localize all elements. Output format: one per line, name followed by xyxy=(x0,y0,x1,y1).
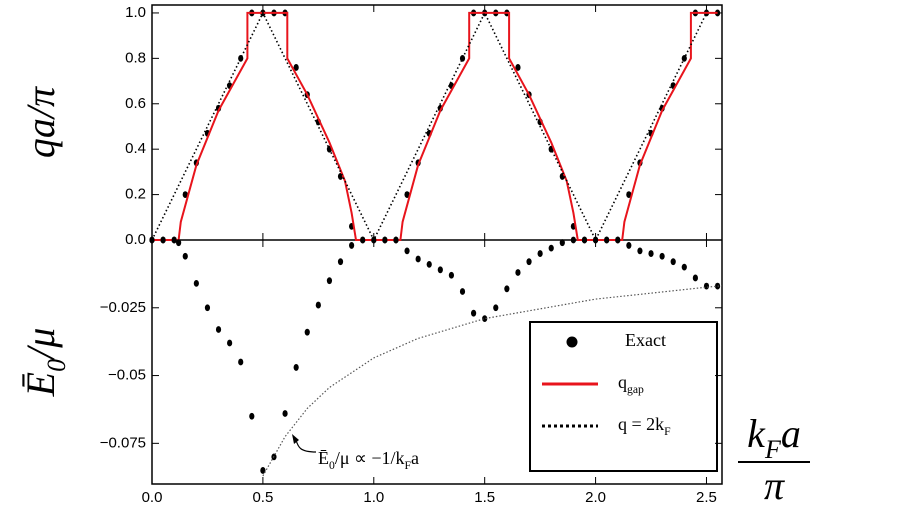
y-tick-label: 0.6 xyxy=(125,95,146,112)
data-point xyxy=(448,271,455,279)
annotation-arrow xyxy=(295,439,317,453)
data-point xyxy=(670,258,676,266)
data-point xyxy=(459,288,466,295)
annotation: Ē0/μ ∝ −1/kFa xyxy=(318,448,419,472)
data-point xyxy=(537,250,543,257)
data-point xyxy=(171,236,177,244)
data-point xyxy=(404,247,410,255)
x-axis-label-denominator: π xyxy=(764,463,785,508)
y-tick-label: 0.8 xyxy=(125,49,146,66)
data-point xyxy=(315,301,321,309)
legend-label: Exact xyxy=(625,330,666,350)
annotation-arrowhead xyxy=(292,434,299,444)
data-point xyxy=(659,252,665,260)
y-axis-label: Ē0/μ xyxy=(18,328,71,398)
data-point xyxy=(160,236,166,244)
data-point xyxy=(238,358,244,366)
series-line xyxy=(262,285,723,477)
data-point xyxy=(293,364,299,371)
y-tick-label: −0.075 xyxy=(100,434,146,451)
data-point xyxy=(615,236,621,244)
data-point xyxy=(337,258,344,266)
data-point xyxy=(648,250,654,257)
x-axis-label-numerator: kFa xyxy=(747,411,801,464)
y-tick-label: −0.025 xyxy=(100,299,146,316)
data-point xyxy=(570,236,577,244)
y-tick-label: −0.05 xyxy=(108,367,146,384)
data-point xyxy=(249,412,255,420)
data-point xyxy=(326,277,333,285)
data-point xyxy=(176,239,182,247)
x-tick-label: 2.0 xyxy=(585,489,606,506)
data-point xyxy=(149,236,155,244)
data-point xyxy=(692,274,698,282)
data-point xyxy=(182,252,188,260)
data-point xyxy=(360,236,366,244)
data-point xyxy=(626,242,632,249)
y-tick-label: 0.4 xyxy=(125,140,146,157)
data-point xyxy=(282,410,288,417)
data-point xyxy=(382,236,388,244)
data-point xyxy=(493,304,499,312)
legend-label: qgap xyxy=(618,372,644,396)
legend-marker xyxy=(566,336,578,348)
data-point xyxy=(504,285,510,293)
series-line xyxy=(151,11,708,242)
data-point xyxy=(193,279,199,287)
data-point xyxy=(592,236,599,244)
x-tick-label: 2.5 xyxy=(696,489,717,506)
data-point xyxy=(404,191,410,198)
y-tick-label: 0.0 xyxy=(125,231,146,248)
data-point xyxy=(437,266,443,274)
data-point xyxy=(426,261,432,268)
data-point xyxy=(349,242,355,249)
data-point xyxy=(515,269,521,276)
data-point xyxy=(626,191,632,198)
legend-label: q = 2kF xyxy=(618,414,671,438)
data-point xyxy=(304,328,310,336)
x-tick-label: 0.5 xyxy=(252,489,273,506)
data-point xyxy=(515,64,521,71)
y-tick-label: 1.0 xyxy=(125,4,146,21)
data-point xyxy=(293,64,299,71)
data-point xyxy=(703,282,710,290)
data-point xyxy=(393,236,399,244)
data-point xyxy=(470,309,477,317)
data-point xyxy=(182,191,188,198)
x-tick-label: 1.5 xyxy=(474,489,495,506)
data-point xyxy=(526,258,532,266)
data-point xyxy=(482,315,488,323)
data-point xyxy=(415,255,421,263)
data-point xyxy=(548,244,554,252)
data-point xyxy=(371,236,377,244)
x-tick-label: 0.0 xyxy=(142,489,163,506)
data-point xyxy=(459,54,466,62)
y-axis-label: qa/π xyxy=(18,86,63,158)
data-point xyxy=(559,239,565,247)
data-point xyxy=(581,236,588,244)
data-point xyxy=(604,236,610,244)
data-point xyxy=(260,467,266,474)
y-tick-label: 0.2 xyxy=(125,186,146,203)
data-point xyxy=(215,326,222,333)
data-point xyxy=(227,339,233,347)
series-line xyxy=(152,11,718,241)
data-point xyxy=(714,282,721,290)
data-point xyxy=(204,304,211,312)
x-tick-label: 1.0 xyxy=(363,489,384,506)
data-point xyxy=(637,247,643,255)
data-point xyxy=(681,263,687,271)
legend-box xyxy=(529,321,718,472)
